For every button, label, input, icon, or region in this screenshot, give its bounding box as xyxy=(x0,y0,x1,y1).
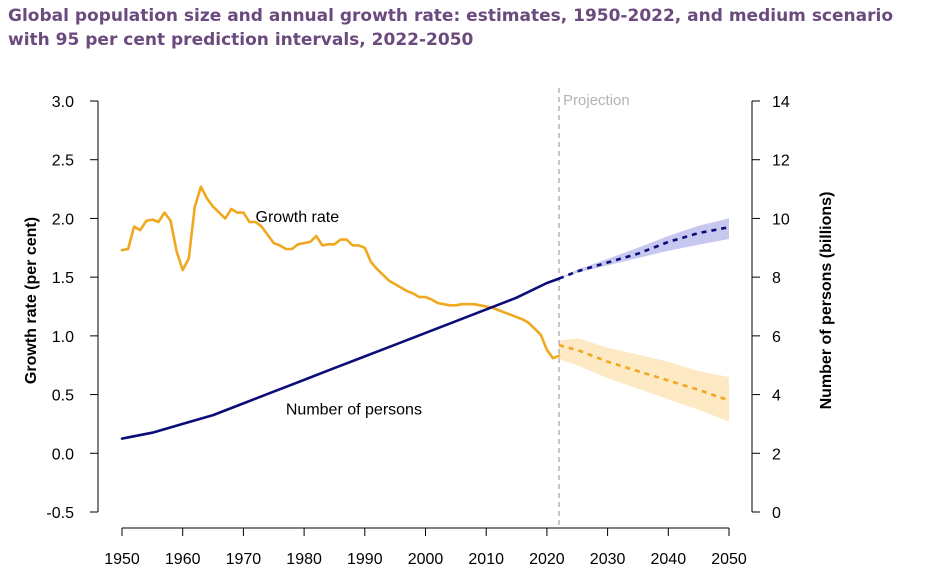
x-tick-label: 2020 xyxy=(529,551,565,568)
left-tick-label: 0.5 xyxy=(52,388,74,405)
prediction-band-population xyxy=(559,218,729,279)
left-y-axis: 3.0 2.5 2.0 1.5 1.0 0.5 0.0 -0.5 xyxy=(46,94,99,522)
series-line-3 xyxy=(558,225,730,280)
series-line-0 xyxy=(120,185,561,360)
right-tick-label: 4 xyxy=(772,388,781,405)
right-tick-label: 6 xyxy=(772,329,781,346)
x-tick-label: 2030 xyxy=(590,551,626,568)
x-tick-label: 1950 xyxy=(104,551,140,568)
x-axis: 1950 1960 1970 1980 1990 2000 2010 2020 2030 2040… xyxy=(104,527,747,568)
right-tick-label: 8 xyxy=(772,270,781,287)
left-tick-label: 0.0 xyxy=(52,446,74,463)
series-lines xyxy=(120,185,730,440)
x-tick-label: 1990 xyxy=(347,551,383,568)
x-tick-label: 2050 xyxy=(711,551,747,568)
x-tick-label: 2040 xyxy=(651,551,687,568)
right-tick-label: 12 xyxy=(772,153,790,170)
chart-title: Global population size and annual growth… xyxy=(8,6,894,50)
left-tick-label: -0.5 xyxy=(46,505,74,522)
series-line-2 xyxy=(120,277,561,440)
right-tick-label: 0 xyxy=(772,505,781,522)
right-tick-label: 14 xyxy=(772,94,790,111)
left-axis-title: Growth rate (per cent) xyxy=(23,217,40,384)
left-tick-label: 1.5 xyxy=(52,270,74,287)
left-tick-label: 2.5 xyxy=(52,153,74,170)
x-tick-label: 1960 xyxy=(165,551,201,568)
left-tick-label: 1.0 xyxy=(52,329,74,346)
left-tick-label: 2.0 xyxy=(52,211,74,228)
right-tick-label: 10 xyxy=(772,211,790,228)
x-tick-label: 2000 xyxy=(408,551,444,568)
growth-rate-annotation: Growth rate xyxy=(256,209,340,226)
x-tick-label: 2010 xyxy=(468,551,504,568)
right-y-axis: 14 12 10 8 6 4 2 0 xyxy=(751,94,790,522)
number-of-persons-annotation: Number of persons xyxy=(286,402,422,419)
left-tick-label: 3.0 xyxy=(52,94,74,111)
projection-label: Projection xyxy=(563,92,630,109)
x-tick-label: 1980 xyxy=(286,551,322,568)
right-axis-title: Number of persons (billions) xyxy=(818,192,835,410)
prediction-band-growth xyxy=(559,338,729,422)
right-tick-label: 2 xyxy=(772,446,781,463)
series-line-1 xyxy=(558,344,730,402)
x-tick-label: 1970 xyxy=(226,551,262,568)
